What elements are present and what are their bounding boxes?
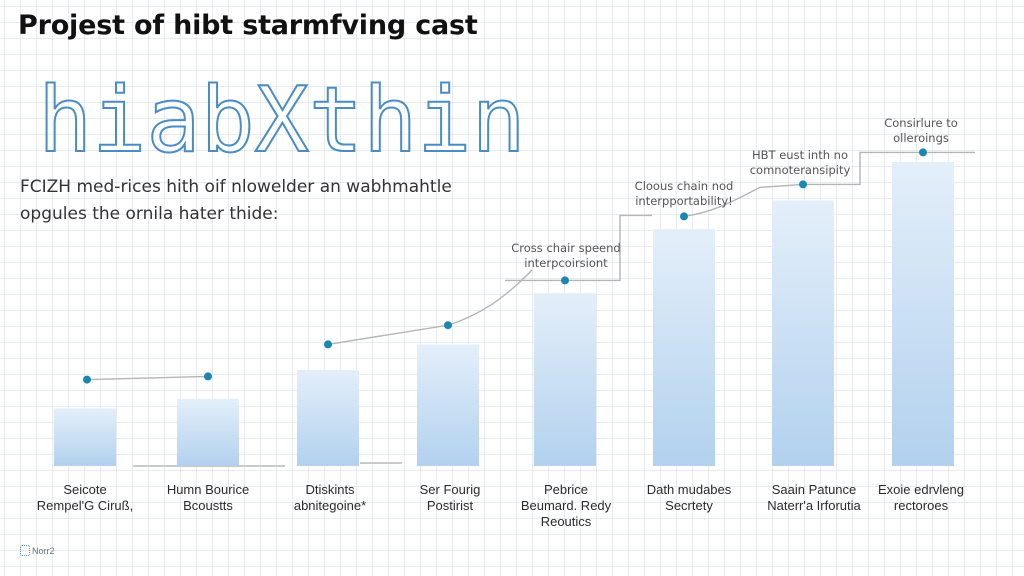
- trend-connector: [683, 151, 975, 218]
- trend-point: [799, 180, 807, 189]
- trend-point: [561, 276, 569, 285]
- trend-point: [324, 340, 332, 349]
- brand-logo-icon: [20, 545, 30, 556]
- category-label-line: Postirist: [426, 498, 474, 513]
- annotation-label: Cloous chain nod interpportability!: [614, 179, 754, 209]
- annotation-line: Consirlure to: [884, 116, 958, 130]
- bar: [772, 200, 834, 466]
- category-label-line: rectoroes: [893, 498, 949, 513]
- bars: [54, 162, 954, 466]
- trend-connector: [86, 375, 209, 381]
- category-label-line: Exoie edrvleng: [878, 482, 964, 497]
- bar: [892, 162, 954, 466]
- logo-wordmark: hiabXthin: [37, 68, 527, 173]
- category-label-line: Pebrice: [543, 482, 589, 497]
- category-label-line: Saain Patunce: [771, 482, 857, 497]
- annotation-label: Cross chair speend interpcoirsiont: [496, 241, 636, 271]
- annotation-line: Cross chair speend: [511, 241, 621, 255]
- trend-point: [680, 212, 688, 221]
- bar: [417, 344, 479, 466]
- annotation-line: comnoteransipity: [749, 163, 851, 177]
- category-label-line: Reoutics: [540, 514, 592, 529]
- category-label: Dtiskints abnitegoine*: [265, 482, 395, 514]
- description: FCIZH med-rices hith oif nlowelder an wa…: [20, 174, 452, 228]
- annotation-line: HBT eust inth no: [752, 148, 848, 162]
- category-label-line: Rempel'G Ciruß,: [36, 498, 134, 513]
- category-label-line: Naterr'a Irforutia: [767, 498, 861, 513]
- bar: [534, 293, 596, 466]
- annotation-label: Consirlure to olleroings: [851, 116, 991, 146]
- bar: [297, 370, 359, 466]
- page-title: Projest of hibt starmfving cast: [18, 10, 478, 41]
- trend-connector: [327, 269, 533, 346]
- category-label-line: Beumard. Redy: [520, 498, 612, 513]
- bar: [54, 408, 116, 466]
- category-label-line: Dtiskints: [305, 482, 355, 497]
- category-label-line: Dath mudabes: [646, 482, 732, 497]
- footer-brand-text: Norr2: [32, 545, 55, 556]
- trend-point: [444, 321, 452, 330]
- category-label: Saain Patunce Naterr'a Irforutia: [749, 482, 879, 514]
- footer-brand: Norr2: [20, 545, 55, 556]
- trend-point: [204, 372, 212, 381]
- category-label-line: Humn Bourice: [166, 482, 250, 497]
- annotation-line: interpcoirsiont: [524, 256, 608, 270]
- category-label-line: Secrtety: [665, 498, 713, 513]
- annotation-label: HBT eust inth no comnoteransipity: [730, 148, 870, 178]
- category-label-line: Ser Fourig: [419, 482, 481, 497]
- trend-point: [919, 148, 927, 157]
- bar: [177, 398, 239, 466]
- category-label: Humn Bourice Bcoustts: [143, 482, 273, 514]
- trend-point: [83, 375, 91, 384]
- category-label: Exoie edrvleng rectoroes: [856, 482, 986, 514]
- category-label-line: Seicote: [63, 482, 107, 497]
- annotation-line: olleroings: [893, 131, 949, 145]
- bar: [653, 229, 715, 466]
- baseline-segments: [133, 462, 402, 467]
- category-label-line: Bcoustts: [183, 498, 233, 513]
- category-label-line: abnitegoine*: [293, 498, 367, 513]
- category-label: Ser Fourig Postirist: [385, 482, 515, 514]
- trend-points: [83, 148, 927, 384]
- description-line: FCIZH med-rices hith oif nlowelder an wa…: [20, 177, 452, 197]
- annotation-line: interpportability!: [635, 194, 733, 208]
- annotation-line: Cloous chain nod: [634, 179, 734, 193]
- category-label: Dath mudabes Secrtety: [624, 482, 754, 514]
- description-line: opgules the ornila hater thide:: [20, 204, 279, 224]
- category-label: Seicote Rempel'G Ciruß,: [20, 482, 150, 514]
- category-label: Pebrice Beumard. Redy Reoutics: [501, 482, 631, 530]
